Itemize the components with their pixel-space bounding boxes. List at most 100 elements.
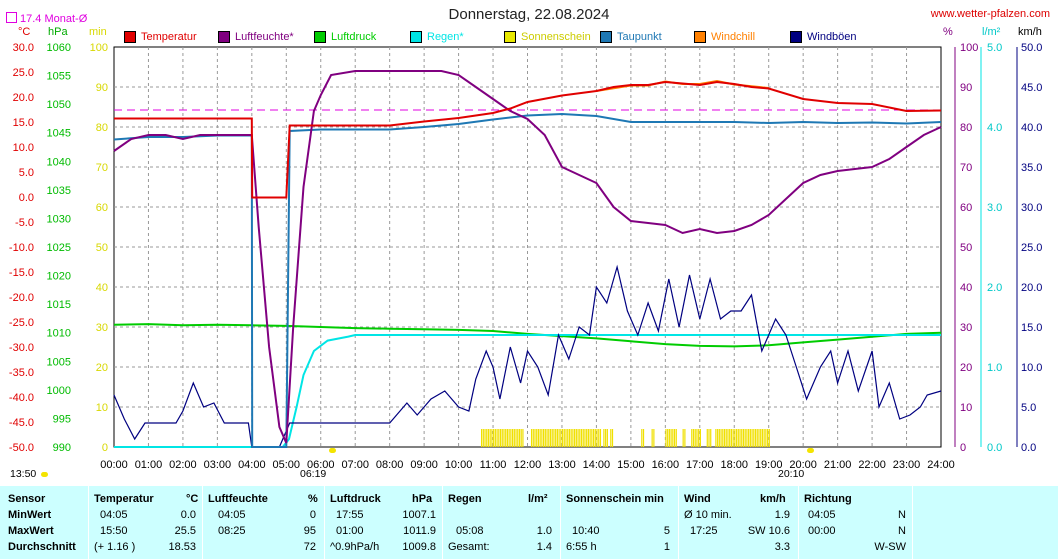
minutes-tick-label: 0 [102, 442, 108, 454]
rain-tick-label: 2.0 [987, 282, 1002, 294]
pressure-tick-label: 1040 [47, 156, 71, 168]
temp-tick-label: 25.0 [13, 67, 34, 79]
legend-label: Sonnenschein [521, 31, 591, 43]
time-tick-label: 02:00 [169, 459, 197, 471]
sunshine-bar [718, 429, 720, 447]
time-tick-label: 05:00 [273, 459, 301, 471]
sunshine-bar [591, 429, 593, 447]
humidity-tick-label: 70 [960, 162, 972, 174]
temp-trend: (+ 1.16 ) [94, 541, 136, 553]
humidity-header: Luftfeuchte [208, 493, 268, 505]
time-tick-label: 15:00 [617, 459, 645, 471]
minutes-tick-label: 100 [90, 42, 108, 54]
sunshine-bar [665, 429, 667, 447]
wind-avg10-label: Ø 10 min. [684, 509, 732, 521]
sunshine-bar [498, 429, 500, 447]
sunshine-bar [546, 429, 548, 447]
sunshine-bar [513, 429, 515, 447]
sunshine-bar [534, 429, 536, 447]
legend-swatch [314, 31, 326, 43]
rain-max-value: 1.0 [536, 525, 552, 537]
direction-max-value: N [898, 525, 906, 537]
humidity-avg-value: 72 [303, 541, 316, 553]
sunshine-bar [515, 429, 517, 447]
sunshine-bar [603, 429, 605, 447]
series-temperatur [114, 80, 942, 199]
sunshine-bar [765, 429, 767, 447]
website-link[interactable]: www.wetter-pfalzen.com [930, 8, 1050, 20]
month-average-icon [6, 12, 17, 23]
sunshine-bar [758, 429, 760, 447]
sunshine-bar [568, 429, 571, 447]
unit-humidity: % [943, 26, 953, 38]
pressure-tick-label: 1005 [47, 356, 71, 368]
temp-min-time: 04:05 [100, 509, 128, 521]
sunshine-bar [484, 429, 486, 447]
sunshine-bar [549, 429, 552, 447]
sunshine-bar [570, 429, 572, 447]
sunshine-bar [651, 429, 653, 447]
time-tick-label: 00:00 [100, 459, 128, 471]
wind-tick-label: 10.0 [1021, 362, 1042, 374]
pressure-header: Luftdruck [330, 493, 381, 505]
legend-label: Luftdruck [331, 31, 377, 43]
sunshine-bar [594, 429, 596, 447]
time-tick-label: 20:00 [789, 459, 817, 471]
legend-item: Sonnenschein [504, 30, 591, 44]
sunshine-bar [555, 429, 557, 447]
sun-header: Sonnenschein min [566, 493, 664, 505]
wind-max-value: SW 10.6 [747, 525, 790, 537]
temp-header: Temperatur [94, 493, 154, 505]
sunshine-bar [503, 429, 505, 447]
sunshine-bar [518, 429, 521, 447]
legend-label: Luftfeuchte* [235, 31, 294, 43]
sunshine-bar [572, 429, 574, 447]
pressure-tick-label: 995 [53, 413, 71, 425]
wind-tick-label: 35.0 [1021, 162, 1042, 174]
humidity-tick-label: 90 [960, 82, 972, 94]
time-tick-label: 18:00 [720, 459, 748, 471]
sunshine-bar [720, 429, 722, 447]
wind-tick-label: 50.0 [1021, 42, 1042, 54]
row-label-min: MinWert [8, 509, 52, 521]
sunshine-bar [493, 429, 495, 447]
pressure-tick-label: 1015 [47, 299, 71, 311]
unit-wind: km/h [1018, 26, 1042, 38]
sunshine-bar [675, 429, 677, 447]
time-tick-label: 08:00 [376, 459, 404, 471]
sunshine-bar [563, 429, 565, 447]
sunshine-bar [725, 429, 727, 447]
sunshine-bar [717, 429, 719, 447]
minutes-tick-label: 80 [96, 122, 108, 134]
sunshine-bar [579, 429, 581, 447]
temp-tick-label: -45.0 [9, 417, 34, 429]
sunshine-bar [510, 429, 512, 447]
sunshine-bar [754, 429, 757, 447]
time-tick-label: 14:00 [583, 459, 611, 471]
wind-tick-label: 5.0 [1021, 402, 1036, 414]
series-windböen [113, 264, 942, 448]
sunshine-bar [537, 429, 540, 447]
time-tick-label: 13:00 [548, 459, 576, 471]
humidity-tick-label: 20 [960, 362, 972, 374]
minutes-tick-label: 10 [96, 402, 108, 414]
sun-max-time: 10:40 [572, 525, 600, 537]
sunshine-bar [596, 429, 598, 447]
sunshine-bar [667, 429, 669, 447]
humidity-tick-label: 80 [960, 122, 972, 134]
temp-tick-label: 0.0 [19, 192, 34, 204]
sunshine-bar [734, 429, 736, 447]
rain-max-time: 05:08 [456, 525, 484, 537]
sunshine-bar [551, 429, 553, 447]
legend-label: Regen* [427, 31, 464, 43]
sunshine-bar [517, 429, 519, 447]
sunshine-bar [556, 429, 558, 447]
humidity-tick-label: 0 [960, 442, 966, 454]
legend-item: Windchill [694, 30, 755, 44]
row-label-max: MaxWert [8, 525, 54, 537]
sunshine-bar [544, 429, 546, 447]
sunshine-bar [499, 429, 502, 447]
temp-tick-label: -20.0 [9, 292, 34, 304]
wind-max-time: 17:25 [690, 525, 718, 537]
temp-tick-label: -50.0 [9, 442, 34, 454]
